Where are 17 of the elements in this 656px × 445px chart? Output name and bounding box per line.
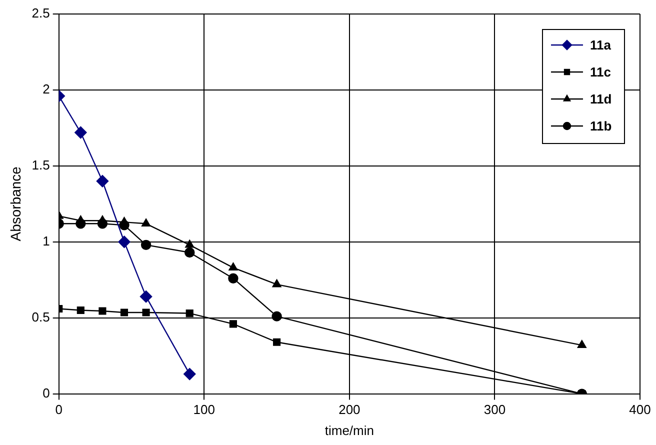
x-axis-title: time/min [324,422,374,438]
x-tick-label: 300 [484,402,506,418]
x-tick-label: 400 [629,402,651,418]
y-tick-label: 2 [42,82,50,97]
legend-label: 11a [590,38,612,53]
x-tick-label: 0 [55,402,62,418]
x-tick-label: 100 [193,402,216,418]
y-axis-title: Absorbance [7,166,24,242]
legend-label: 11b [590,118,612,134]
y-tick-label: 1.5 [32,158,50,172]
y-tick-label: 1 [42,233,50,248]
legend-label: 11c [590,64,611,80]
y-tick-label: 0.5 [32,309,50,324]
y-tick-label: 0 [42,385,50,400]
legend-label: 11d [590,92,612,107]
y-tick-label: 2.5 [32,6,50,21]
x-tick-label: 200 [338,402,360,418]
